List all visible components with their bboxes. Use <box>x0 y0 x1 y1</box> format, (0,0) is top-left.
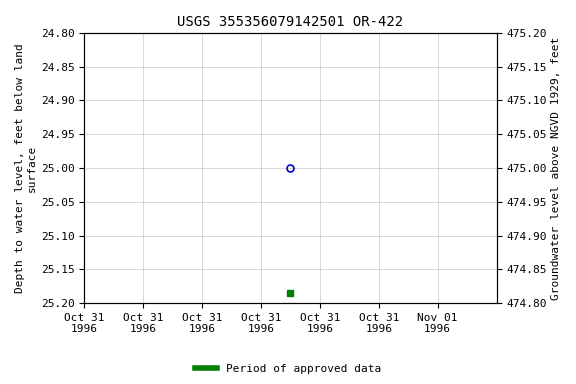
Y-axis label: Groundwater level above NGVD 1929, feet: Groundwater level above NGVD 1929, feet <box>551 36 561 300</box>
Legend: Period of approved data: Period of approved data <box>191 359 385 379</box>
Title: USGS 355356079142501 OR-422: USGS 355356079142501 OR-422 <box>177 15 403 29</box>
Y-axis label: Depth to water level, feet below land
surface: Depth to water level, feet below land su… <box>15 43 37 293</box>
